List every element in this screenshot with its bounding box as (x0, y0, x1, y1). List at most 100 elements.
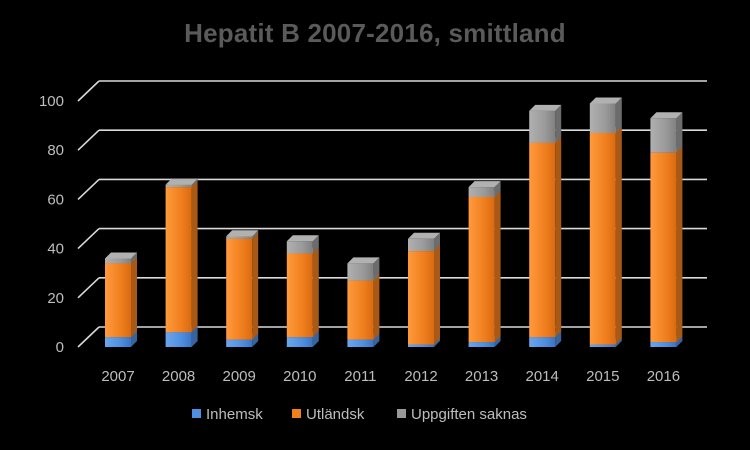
bar-top (105, 252, 137, 259)
bar-stack (650, 112, 683, 347)
chart-title: Hepatit B 2007-2016, smittland (184, 18, 566, 48)
bar-stack (347, 257, 380, 347)
gridline-diagonal (77, 129, 100, 151)
y-axis-ticks: 0 20 40 60 80 100 (39, 93, 64, 356)
bar (468, 342, 495, 347)
bar-top (650, 112, 683, 119)
bar-side (191, 326, 198, 347)
bar (650, 342, 677, 347)
bar-side (434, 338, 440, 347)
bar-side (373, 274, 380, 340)
x-tick-label: 2014 (526, 368, 559, 385)
bar-side (373, 257, 380, 281)
bar-side (373, 333, 380, 347)
legend-label: Utländsk (306, 406, 365, 423)
x-tick-label: 2012 (404, 368, 437, 385)
bars (105, 97, 683, 347)
legend: Inhemsk Utländsk Uppgiften saknas (192, 406, 527, 423)
legend-label: Uppgiften saknas (411, 406, 527, 423)
bar (589, 103, 616, 133)
legend-swatch (292, 409, 301, 418)
gridline-diagonal (77, 326, 100, 348)
bar-side (676, 336, 683, 347)
x-tick-label: 2008 (162, 368, 195, 385)
y-tick-label: 100 (39, 93, 64, 110)
bar-side (434, 232, 440, 252)
bar-stack (226, 230, 259, 347)
bar (408, 238, 434, 252)
x-tick-label: 2007 (101, 368, 134, 385)
bar-side (131, 257, 137, 338)
bar-side (191, 178, 198, 188)
bar (650, 152, 677, 343)
bar-stack (286, 235, 319, 347)
bar-side (312, 331, 319, 347)
y-tick-label: 40 (47, 241, 64, 258)
legend-label: Inhemsk (206, 406, 263, 423)
legend-swatch (397, 409, 406, 418)
bar (105, 263, 131, 338)
bar (468, 196, 495, 343)
gridline-diagonal (77, 277, 100, 299)
bar-side (434, 245, 440, 345)
bar-stack (529, 104, 562, 347)
bar-side (131, 252, 137, 264)
bar-top (589, 97, 622, 104)
bar-stack (105, 252, 137, 347)
bar-side (676, 146, 683, 343)
bar (650, 118, 677, 153)
bar (468, 187, 495, 197)
bar (105, 258, 131, 264)
x-tick-label: 2009 (223, 368, 256, 385)
bar (408, 251, 434, 345)
y-tick-label: 20 (47, 290, 64, 307)
bar (226, 238, 253, 340)
bar (165, 184, 192, 188)
bar (286, 253, 313, 338)
bar-side (191, 181, 198, 333)
y-tick-label: 80 (47, 142, 64, 159)
bar (589, 132, 616, 345)
bar-stack (408, 232, 440, 347)
bar-side (494, 190, 501, 343)
bar (226, 236, 253, 239)
bar-stack (165, 178, 198, 347)
bar-side (555, 331, 562, 347)
bar-side (615, 97, 622, 133)
bar (286, 241, 313, 254)
bar (165, 332, 192, 347)
bar (165, 187, 192, 333)
bar (589, 344, 616, 347)
bar (105, 337, 131, 347)
gridline-diagonal (77, 80, 100, 102)
bar-side (131, 331, 137, 347)
bar-top (408, 232, 440, 239)
bar-side (494, 336, 501, 347)
bar (347, 339, 374, 347)
bar-top (529, 104, 562, 111)
gridline-diagonal (77, 228, 100, 250)
bar-stack (589, 97, 622, 347)
bar-top (286, 235, 319, 242)
bar (529, 110, 556, 143)
bar (408, 344, 434, 347)
bar (347, 263, 374, 281)
bar (347, 280, 374, 340)
x-tick-label: 2010 (283, 368, 316, 385)
bar-side (312, 247, 319, 338)
bar-side (252, 230, 259, 239)
bar-side (312, 235, 319, 254)
bar-side (676, 112, 683, 153)
bar (286, 337, 313, 347)
x-tick-label: 2013 (465, 368, 498, 385)
bar-side (615, 338, 622, 347)
gridline-diagonal (77, 178, 100, 200)
bar (226, 339, 253, 347)
bar (529, 142, 556, 338)
bar-top (347, 257, 380, 264)
bar-top (468, 181, 501, 188)
y-tick-label: 0 (56, 339, 64, 356)
bar-top (165, 178, 198, 185)
